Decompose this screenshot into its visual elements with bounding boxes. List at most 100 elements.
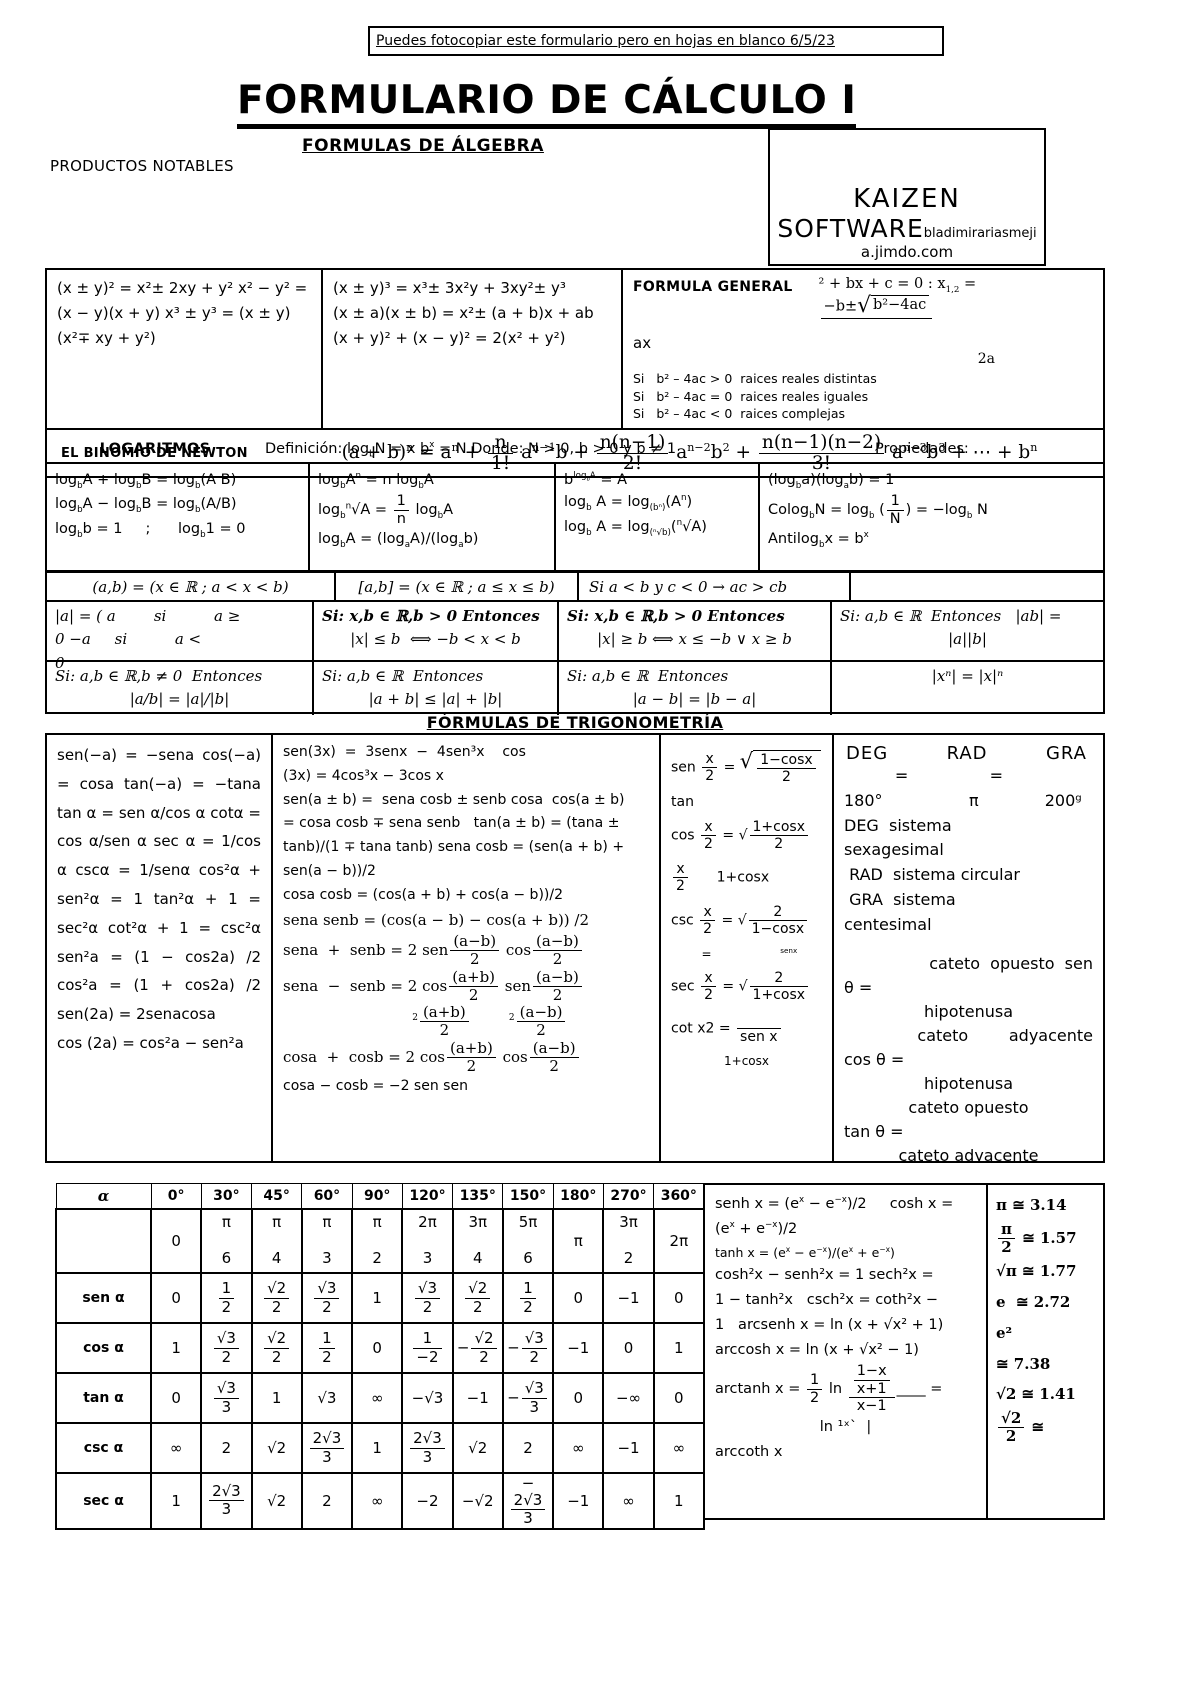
log-cell-3: blogbA = A logb A = log(bⁿ)(An) logb A = l… — [556, 464, 760, 570]
value-cell: 2π 3 — [401, 1208, 454, 1274]
formula-line: Si: x,b ∈ ℝ,b > 0 Entonces — [322, 607, 540, 625]
constantes-aproximadas: π ≅ 3.14 π 2 ≅ 1.57 √π ≅ 1.77 e ≅ 2.72 e² ≅ 7… — [986, 1183, 1105, 1520]
abs-diferencia: Si: a,b ∈ ℝ Entonces |a − b| = |b − a| — [559, 662, 832, 715]
value-cell: 1 — [351, 1272, 404, 1324]
value-cell: ∞ — [149, 1422, 203, 1474]
formula-line: |xⁿ| = |x|ⁿ — [931, 667, 1004, 685]
value-cell: √2 2 — [250, 1322, 303, 1374]
column-header: 270° — [602, 1183, 655, 1210]
formula-line: logbb = 1 ; logb1 = 0 — [55, 520, 246, 540]
trigonometria-section-title: FÓRMULAS DE TRIGONOMETRÍA — [426, 713, 724, 732]
value-cell: 2 — [501, 1422, 555, 1474]
formula-line: √2 ≅ 1.41 — [996, 1385, 1076, 1404]
value-cell: 2√3 3 — [300, 1422, 354, 1474]
value-cell: 2√3 3 — [200, 1472, 253, 1530]
formula-line: Si: x,b ∈ ℝ,b > 0 Entonces — [567, 607, 785, 625]
value-cell: 1 — [250, 1372, 303, 1424]
row-label: sec α — [55, 1472, 152, 1530]
formula-line: 1 arcsenh x = ln (x + √x² + 1) — [715, 1317, 944, 1334]
formula-line: |a + b| ≤ |a| + |b| — [368, 690, 503, 709]
formula-line: sen(a ± b) = sena cosb ± senb cosa cos(a… — [283, 791, 625, 808]
formula-line: tan — [671, 794, 694, 811]
deg-label: DEG — [846, 743, 889, 764]
trig-sumas-productos: sen(3x) = 3senx − 4sen³x cos (3x) = 4cos³… — [273, 735, 661, 1161]
value-cell: √3 2 — [401, 1272, 454, 1324]
value-cell: 0 — [652, 1272, 706, 1324]
intervalo-cerrado: [a,b] = (x ∈ ℝ ; a ≤ x ≤ b) — [336, 573, 579, 600]
formula-line: (x + y)² + (x − y)² = 2(x² + y²) — [333, 328, 566, 347]
formula-line: cosa − cosb = −2 sen sen — [283, 1078, 468, 1095]
value-cell: −1 — [602, 1272, 655, 1324]
formula-line: 0 — [55, 653, 65, 672]
value-cell: 0 — [149, 1372, 203, 1424]
value-cell: −1 — [451, 1372, 504, 1424]
formula-line: cosa + cosb = 2 cos (a+b) 2 cos (a−b) 2 — [283, 1039, 649, 1076]
value-cell: −1 — [552, 1322, 605, 1374]
abs-potencia: |xⁿ| = |x|ⁿ — [832, 662, 1103, 715]
algebra-table: (x ± y)² = x²± 2xy + y² x² − y² = (x − y… — [45, 268, 1105, 479]
formula-line: Si b² – 4ac < 0 raices complejas — [633, 405, 846, 421]
formula-line: 1+cosx — [724, 1054, 769, 1069]
formula-line: |a − b| = |b − a| — [632, 690, 757, 709]
value-cell: π — [552, 1208, 605, 1274]
formula-line: logbAn = n logbA — [318, 471, 434, 491]
value-cell: 2√3 3 — [401, 1422, 454, 1474]
row-label: cos α — [55, 1322, 152, 1374]
quadratic-2a: 2a — [977, 350, 995, 367]
formula-line: CologbN = logb (1 N) = −logb N — [768, 493, 988, 528]
trig-identidades-texto: sen(−a) = −sena cos(−a) = cosa tan(−a) =… — [57, 746, 261, 1024]
logaritmos-label: LOGARITMOS — [99, 440, 211, 457]
column-header: 360° — [653, 1183, 705, 1210]
value-cell: ∞ — [602, 1472, 655, 1530]
value-cell: 2 — [300, 1472, 354, 1530]
formula-line: logb A = log(ⁿ√b)(n√A) — [564, 518, 707, 538]
value-cell: −1 — [552, 1472, 605, 1530]
productos-cell-left: (x ± y)² = x²± 2xy + y² x² − y² = (x − y… — [47, 270, 323, 429]
column-header: 135° — [452, 1183, 504, 1210]
table-row: tan α 0 √3 3 1 √3 ∞ −√3 −1− √3 3 0 −∞ 0 — [55, 1372, 706, 1424]
formula-line: sen(a − b))/2 — [283, 862, 376, 879]
formula-line: cateto opuesto sen — [929, 953, 1093, 973]
row-label: sen α — [55, 1272, 152, 1324]
formula-line: π ≅ 3.14 — [996, 1196, 1067, 1214]
valor-absoluto-row-2: Si: a,b ∈ ℝ,b ≠ 0 Entonces |a/b| = |a|/|b… — [45, 660, 1105, 715]
row-label: tan α — [55, 1372, 152, 1424]
trig-identidades-basicas: sen(−a) = −sena cos(−a) = cosa tan(−a) =… — [47, 735, 273, 1161]
formula-general-label: FORMULA GENERAL — [633, 279, 793, 295]
razones-trigonometricas: cateto opuesto sen θ = hipotenusa cateto ad… — [844, 952, 1093, 1161]
value-cell: √2 — [250, 1422, 303, 1474]
formula-line: ln ¹ˣ` | — [819, 1419, 872, 1436]
formula-line: cosh²x − senh²x = 1 sech²x = — [715, 1267, 934, 1284]
value-cell: −√2 — [451, 1472, 504, 1530]
formula-line: cot x2 = sen x — [671, 1012, 822, 1045]
productos-cell-right: (x ± y)³ = x³± 3x²y + 3xy²± y³ (x ± a)(x … — [323, 270, 623, 429]
value-cell: 0 — [652, 1372, 706, 1424]
funciones-hiperbolicas: senh x = (ex − e−x)/2 cosh x = (ex + e−x)… — [703, 1183, 988, 1520]
value-cell: ∞ — [652, 1422, 706, 1474]
formula-line: (logba)(logab) = 1 — [768, 472, 895, 491]
value-cell: √3 2 — [200, 1322, 253, 1374]
value-cell: − √2 2 — [451, 1322, 504, 1374]
brand-site: a.jimdo.com — [860, 243, 954, 261]
valor-absoluto-row-1: |a| = ( a si a ≥ 0 −a si a < 0 Si: x,b ∈ ℝ… — [45, 600, 1105, 678]
photocopy-note-text: Puedes fotocopiar este formulario pero e… — [376, 33, 835, 49]
formula-line: 0 −a si a < — [55, 630, 202, 649]
value-cell: 3π 4 — [451, 1208, 504, 1274]
value-cell: √2 — [451, 1422, 504, 1474]
binomio-newton-label: EL BINOMIO DE NEWTON — [61, 445, 248, 461]
formula-line: (3x) = 4cos³x − 3cos x — [283, 767, 444, 784]
table-row: sen α 0 1 2 √2 2 √3 2 1 √3 2 √2 2 1 2 0 −1 0 — [55, 1272, 706, 1324]
productos-notables-row: (x ± y)² = x²± 2xy + y² x² − y² = (x − y… — [47, 270, 1103, 429]
formula-line: sen(3x) = 3senx − 4sen³x cos — [283, 744, 526, 760]
brand-author: bladimirariasmeji — [923, 226, 1037, 241]
formula-general-cell: FORMULA GENERAL ² + bx + c = 0 : x1,2 = … — [623, 270, 1103, 428]
